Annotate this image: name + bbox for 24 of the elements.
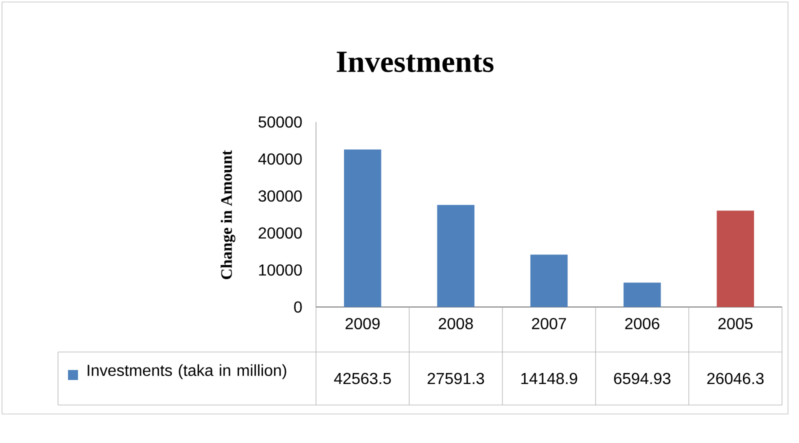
y-tick-label: 20000 [258,227,302,239]
bar [624,282,661,308]
y-tick-label: 40000 [258,153,302,165]
y-tick-label: 10000 [259,264,302,276]
data-label: 6594.93 [614,372,670,384]
y-tick-label: 30000 [258,190,302,202]
x-tick-label: 2008 [438,318,473,330]
y-tick-label: 50000 [258,116,302,128]
y-tick-label: 0 [294,301,302,313]
legend-label: Investments (taka in million) [88,364,286,380]
x-tick-label: 2005 [718,318,753,330]
bar [530,254,568,308]
x-tick-label: 2006 [625,318,660,330]
bar [716,210,754,308]
x-tick-label: 2009 [346,318,380,330]
data-label: 27591.3 [428,372,484,384]
y-axis-title: Change in Amount [220,150,236,280]
data-label: 14148.9 [521,372,578,384]
chart-title: Investments [336,52,494,72]
bar [344,150,382,308]
data-label: 26046.3 [707,372,764,384]
x-tick-label: 2007 [532,318,566,330]
data-label: 42563.5 [334,372,391,384]
bar [437,204,474,308]
